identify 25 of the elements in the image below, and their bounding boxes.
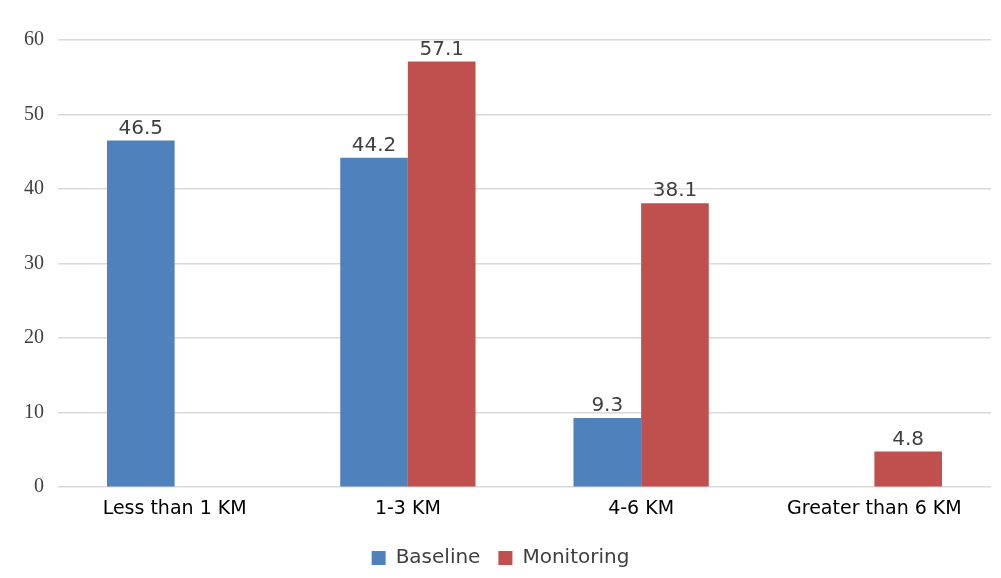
y-tick-label: 30	[24, 250, 44, 273]
y-tick-label: 20	[24, 325, 44, 348]
bar	[641, 203, 709, 487]
bar	[407, 61, 476, 487]
data-label: 38.1	[652, 177, 698, 202]
bar	[874, 451, 943, 487]
x-tick-label: 4-6 KM	[608, 495, 675, 518]
legend-label: Monitoring	[522, 544, 630, 569]
x-tick-label: 1-3 KM	[374, 495, 441, 518]
data-label: 46.5	[118, 114, 164, 139]
legend-label: Baseline	[395, 544, 481, 569]
data-label: 57.1	[419, 35, 464, 60]
bar	[573, 417, 642, 487]
y-tick-label: 0	[34, 474, 44, 497]
y-tick-label: 40	[24, 176, 44, 199]
data-label: 9.3	[591, 392, 624, 417]
data-label: 44.2	[351, 131, 397, 156]
y-tick-label: 50	[24, 101, 44, 124]
x-tick-label: Greater than 6 KM	[787, 495, 962, 518]
data-label: 4.8	[892, 425, 925, 450]
x-tick-label: Less than 1 KM	[102, 495, 247, 518]
y-tick-label: 10	[24, 399, 44, 422]
y-tick-label: 60	[24, 27, 44, 50]
bar	[340, 157, 408, 487]
bar	[106, 140, 175, 487]
